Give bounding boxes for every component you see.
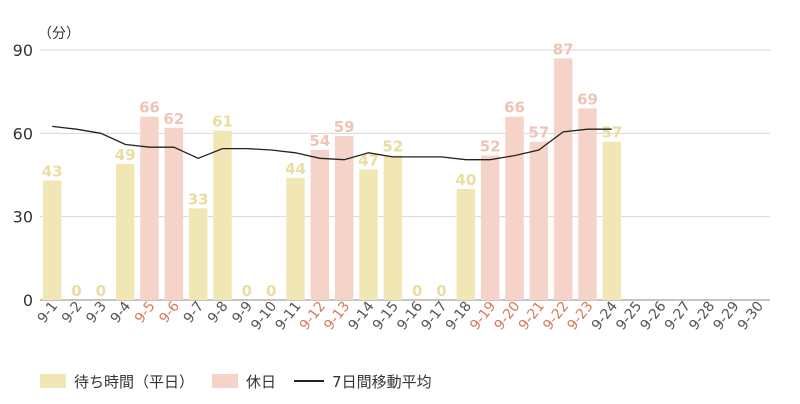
bar [529, 141, 549, 300]
x-tick-label: 9-28 [686, 299, 718, 334]
legend-swatch-holiday [212, 374, 239, 388]
legend-item-holiday: 休日 [212, 371, 276, 392]
bar-value-label: 49 [115, 146, 136, 164]
bar [42, 180, 62, 300]
x-tick-label: 9-8 [205, 299, 232, 327]
legend-label-weekday: 待ち時間（平日） [74, 372, 195, 391]
bar-value-label: 0 [71, 282, 81, 300]
bar-value-label: 61 [212, 113, 233, 131]
x-tick-label: 9-21 [516, 299, 548, 334]
legend-swatch-weekday [40, 374, 66, 388]
bar-value-label: 66 [139, 99, 160, 117]
y-tick-label: 0 [23, 291, 33, 310]
x-tick-label: 9-20 [491, 299, 523, 334]
bar [578, 108, 597, 300]
x-tick-label: 9-2 [59, 299, 86, 327]
y-tick-label: 90 [13, 41, 33, 60]
bar [383, 155, 403, 300]
bar-value-label: 52 [382, 138, 403, 156]
bar [505, 116, 524, 301]
x-tick-label: 9-13 [321, 299, 353, 334]
bar [456, 188, 476, 300]
bar-value-label: 87 [553, 40, 574, 58]
bar [140, 116, 159, 301]
x-tick-label: 9-6 [156, 299, 183, 327]
bar [188, 208, 208, 300]
y-tick-label: 30 [13, 208, 33, 227]
legend-item-moving-average: 7日間移動平均 [294, 371, 432, 392]
bar [213, 130, 232, 300]
bar-value-label: 66 [504, 99, 525, 117]
x-tick-label: 9-23 [564, 299, 596, 334]
bar-value-label: 0 [412, 282, 422, 300]
bar [115, 163, 135, 300]
bar [553, 58, 573, 301]
x-tick-label: 9-29 [710, 299, 742, 334]
bar-value-label: 0 [96, 282, 106, 300]
x-tick-label: 9-1 [35, 299, 62, 327]
bar-value-label: 0 [242, 282, 252, 300]
bar-value-label: 59 [334, 118, 355, 136]
legend-item-weekday: 待ち時間（平日） [40, 371, 194, 392]
bar [359, 169, 378, 300]
x-tick-label: 9-18 [443, 299, 475, 334]
bar-value-label: 57 [601, 124, 622, 142]
x-tick-label: 9-17 [418, 299, 450, 334]
y-axis-unit-label: （分） [38, 26, 80, 42]
bar [334, 136, 354, 300]
x-tick-label: 9-7 [181, 299, 208, 327]
x-tick-label: 9-12 [297, 299, 329, 334]
bar-value-label: 52 [480, 138, 501, 156]
x-tick-label: 9-11 [272, 299, 304, 334]
bar-value-label: 62 [163, 110, 184, 128]
moving-average-line [52, 125, 612, 161]
bar-value-label: 0 [436, 282, 446, 300]
bar-value-label: 33 [188, 190, 209, 208]
bar [286, 177, 305, 300]
bar [480, 155, 500, 300]
legend-swatch-moving-average [294, 380, 325, 382]
x-tick-label: 9-14 [345, 299, 377, 334]
legend: 待ち時間（平日） 休日 7日間移動平均 [40, 370, 432, 392]
x-tick-label: 9-19 [467, 299, 499, 334]
legend-label-moving-average: 7日間移動平均 [332, 372, 432, 391]
bar-value-label: 69 [577, 90, 598, 108]
x-tick-label: 9-4 [108, 299, 135, 327]
bar [164, 127, 184, 301]
x-tick-label: 9-10 [248, 299, 280, 334]
x-tick-label: 9-15 [370, 299, 402, 334]
bar [602, 141, 622, 300]
bar-value-label: 47 [358, 151, 379, 169]
bar [310, 150, 330, 300]
x-tick-label: 9-5 [132, 299, 159, 327]
x-tick-label: 9-30 [735, 299, 767, 334]
bar-value-label: 44 [285, 160, 306, 178]
x-tick-label: 9-16 [394, 299, 426, 334]
bar-value-label: 43 [42, 163, 63, 181]
bar-value-label: 0 [266, 282, 276, 300]
x-tick-label: 9-22 [540, 299, 572, 334]
x-tick-label: 9-26 [637, 299, 669, 334]
bar-value-label: 40 [455, 171, 476, 189]
x-tick-label: 9-25 [613, 299, 645, 334]
x-tick-label: 9-24 [589, 299, 621, 334]
legend-label-holiday: 休日 [246, 372, 277, 391]
x-tick-label: 9-27 [662, 299, 694, 334]
bar-value-label: 57 [528, 124, 549, 142]
bar-value-label: 54 [309, 132, 330, 150]
y-tick-label: 60 [13, 124, 33, 143]
x-tick-label: 9-3 [83, 299, 110, 327]
